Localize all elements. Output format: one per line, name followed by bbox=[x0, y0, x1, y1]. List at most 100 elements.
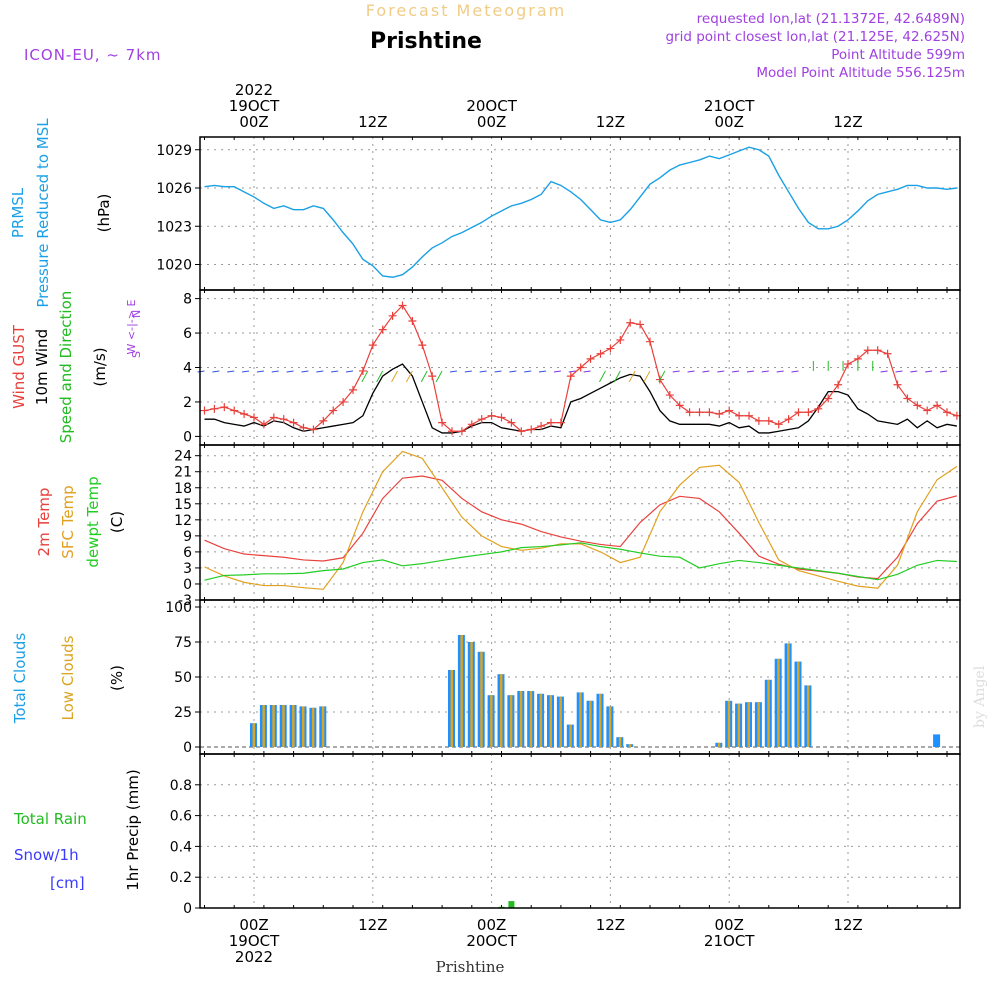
gust-marker bbox=[250, 413, 258, 422]
gust-marker bbox=[556, 418, 565, 427]
y-tick-label: 18 bbox=[174, 481, 192, 497]
wind-arrow bbox=[791, 370, 799, 373]
rain-bar bbox=[508, 901, 515, 908]
gust-marker bbox=[675, 401, 684, 410]
low-cloud-bar bbox=[628, 744, 632, 747]
gust-marker bbox=[428, 372, 437, 381]
time-label-top: 21OCT bbox=[704, 97, 755, 115]
panel-frame bbox=[199, 136, 961, 291]
wind-arrow bbox=[376, 370, 384, 383]
gust-marker bbox=[863, 346, 872, 355]
time-label-top: 19OCT bbox=[229, 97, 280, 115]
time-label-bottom: 21OCT bbox=[704, 932, 755, 950]
y-tick-label: 8 bbox=[183, 292, 192, 308]
low-cloud-bar bbox=[806, 685, 810, 747]
gust-marker bbox=[497, 413, 506, 422]
low-cloud-bar bbox=[500, 674, 503, 747]
wind-arrow bbox=[420, 370, 428, 383]
wind-arrow bbox=[553, 370, 561, 373]
time-label-bottom: 20OCT bbox=[466, 932, 517, 950]
low-cloud-bar bbox=[569, 724, 572, 747]
snow-label: Snow/1h bbox=[14, 846, 79, 864]
point-altitude: Point Altitude 599m bbox=[831, 47, 965, 63]
gust-marker bbox=[834, 380, 843, 389]
y-tick-label: 4 bbox=[183, 361, 192, 377]
gust-marker bbox=[457, 427, 466, 436]
footer-place: Prishtine bbox=[436, 958, 505, 976]
low-cloud-bar bbox=[559, 696, 562, 747]
y-axis-label: 10m Wind bbox=[33, 329, 51, 405]
low-cloud-bar bbox=[737, 703, 741, 747]
wind-arrow bbox=[197, 370, 205, 373]
y-axis-label: Wind GUST bbox=[10, 324, 28, 409]
gust-marker bbox=[418, 341, 427, 350]
low-cloud-bar bbox=[549, 695, 552, 747]
y-tick-label: 75 bbox=[174, 635, 192, 651]
panel-frame bbox=[199, 753, 961, 909]
low-cloud-bar bbox=[599, 693, 602, 747]
y-tick-label: 3 bbox=[183, 561, 192, 577]
gust-marker bbox=[923, 406, 932, 415]
gust-marker bbox=[626, 318, 635, 327]
y-axis-label: PRMSL bbox=[9, 187, 27, 238]
gust-marker bbox=[309, 425, 318, 434]
wind-arrow bbox=[717, 370, 725, 373]
y-axis-label: (m/s) bbox=[91, 347, 109, 386]
time-label-top: 12Z bbox=[833, 113, 862, 131]
gust-marker bbox=[844, 360, 852, 369]
low-cloud-bar bbox=[311, 707, 315, 747]
time-label-bottom: 12Z bbox=[833, 916, 862, 934]
gust-marker bbox=[754, 416, 763, 425]
wind-arrow bbox=[628, 370, 636, 383]
low-cloud-bar bbox=[262, 705, 265, 747]
gust-marker bbox=[259, 420, 268, 429]
gust-marker bbox=[913, 401, 922, 410]
low-cloud-bar bbox=[539, 693, 543, 747]
model-label: ICON-EU, ~ 7km bbox=[24, 46, 162, 64]
gust-marker bbox=[388, 311, 397, 320]
panel-2: 0 2 4 6 8 NW <-|-> ES bbox=[125, 289, 961, 446]
low-cloud-bar bbox=[470, 642, 473, 747]
wind-arrow bbox=[732, 370, 740, 373]
time-label-bottom: 00Z bbox=[239, 916, 268, 934]
y-tick-label: 25 bbox=[174, 705, 192, 721]
gust-marker bbox=[616, 335, 625, 344]
low-cloud-bar bbox=[252, 723, 255, 747]
wind-arrow bbox=[361, 370, 369, 383]
low-cloud-bar bbox=[727, 700, 731, 747]
gust-marker bbox=[566, 372, 575, 381]
gust-marker bbox=[705, 408, 714, 417]
low-cloud-bar bbox=[608, 706, 612, 747]
gust-marker bbox=[487, 411, 496, 420]
time-label-top: 20OCT bbox=[466, 97, 517, 115]
y-tick-label: 24 bbox=[174, 449, 192, 465]
low-cloud-bar bbox=[302, 706, 305, 747]
time-label-bottom: 00Z bbox=[715, 916, 744, 934]
gust-marker bbox=[735, 411, 744, 420]
wind-arrow bbox=[538, 370, 547, 373]
gust-marker bbox=[329, 406, 338, 415]
panel-1: 1020 1023 1026 1029 bbox=[156, 136, 961, 291]
gust-marker bbox=[467, 420, 476, 429]
gust-marker bbox=[576, 363, 585, 372]
low-cloud-bar bbox=[717, 742, 721, 747]
y-axis-label: (%) bbox=[108, 665, 126, 691]
y-axis-label: Speed and Direction bbox=[57, 291, 75, 444]
y-tick-label: 9 bbox=[183, 529, 192, 545]
y-tick-label: -3 bbox=[178, 593, 192, 609]
gust-marker bbox=[220, 403, 229, 412]
gust-marker bbox=[794, 408, 803, 417]
gust-marker bbox=[665, 391, 674, 400]
wind-arrow bbox=[880, 370, 888, 373]
wind-arrow bbox=[464, 370, 472, 373]
wind-arrow bbox=[256, 370, 264, 373]
total-rain-label: Total Rain bbox=[13, 810, 87, 828]
low-cloud-bar bbox=[272, 705, 275, 747]
gust-marker bbox=[269, 413, 278, 422]
gust-marker bbox=[636, 320, 645, 329]
time-label-top: 00Z bbox=[715, 113, 744, 131]
compass-n: N bbox=[130, 310, 143, 318]
